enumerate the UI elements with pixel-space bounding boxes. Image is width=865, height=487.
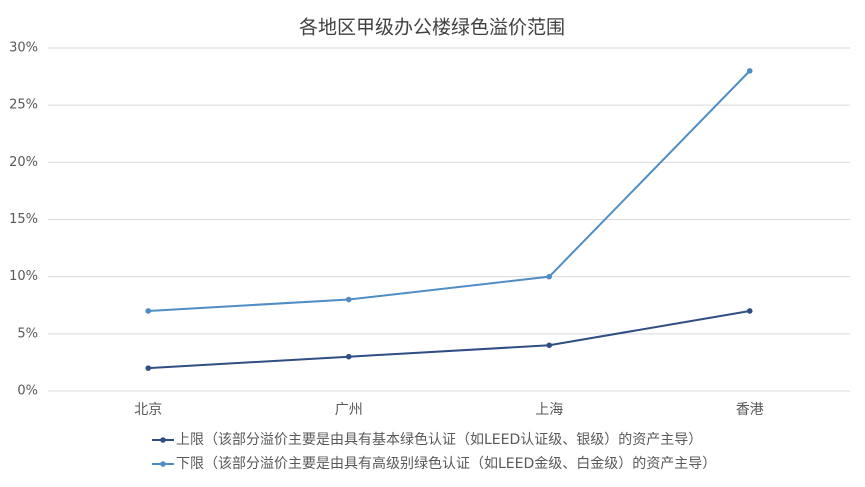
legend-marker bbox=[160, 437, 166, 443]
y-tick-label: 30% bbox=[9, 41, 38, 56]
data-point bbox=[145, 308, 152, 314]
series-line bbox=[148, 70, 751, 312]
data-point bbox=[145, 365, 152, 371]
x-tick-label: 香港 bbox=[736, 402, 764, 418]
data-point bbox=[345, 353, 352, 360]
x-tick-label: 广州 bbox=[335, 402, 363, 418]
legend-label: 上限（该部分溢价主要是由具有基本绿色认证（如LEED认证级、银级）的资产主导） bbox=[176, 431, 702, 448]
x-tick-label: 上海 bbox=[535, 402, 563, 418]
y-tick-label: 20% bbox=[9, 155, 38, 170]
y-tick-label: 10% bbox=[9, 269, 38, 284]
legend-label: 下限（该部分溢价主要是由具有高级别绿色认证（如LEED金级、白金级）的资产主导） bbox=[176, 455, 716, 472]
data-point bbox=[746, 68, 753, 74]
x-tick-label: 北京 bbox=[134, 402, 162, 418]
legend-marker bbox=[160, 461, 166, 467]
data-point bbox=[546, 273, 553, 280]
y-tick-label: 0% bbox=[17, 384, 38, 399]
y-tick-label: 25% bbox=[9, 98, 38, 113]
y-tick-label: 15% bbox=[9, 212, 38, 227]
series-line bbox=[148, 309, 750, 370]
data-point bbox=[746, 308, 753, 314]
y-tick-label: 5% bbox=[17, 326, 38, 341]
chart-title: 各地区甲级办公楼绿色溢价范围 bbox=[299, 17, 565, 39]
data-point bbox=[345, 296, 352, 303]
data-point bbox=[546, 342, 553, 349]
